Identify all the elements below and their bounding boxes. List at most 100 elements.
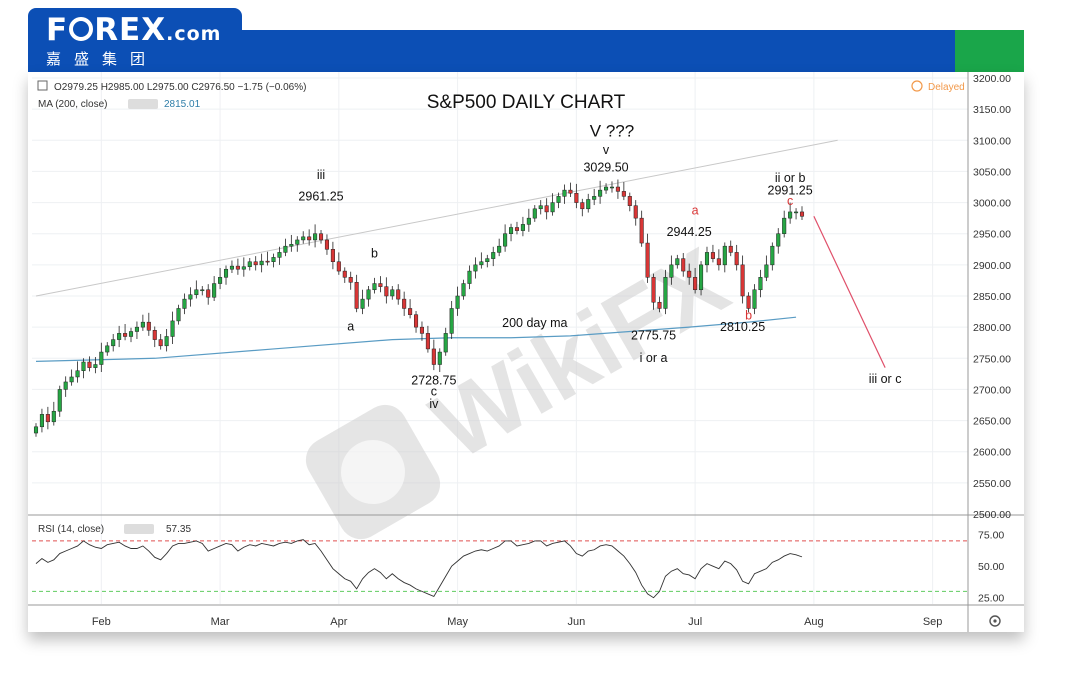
candle-body bbox=[247, 261, 252, 267]
candle-body bbox=[390, 289, 395, 297]
wave-label: iv bbox=[429, 397, 439, 411]
rsi-settings-icon[interactable] bbox=[124, 524, 154, 534]
candle-body bbox=[372, 283, 377, 291]
candle-body bbox=[336, 261, 341, 272]
candle-body bbox=[497, 245, 502, 253]
candle-body bbox=[384, 286, 389, 297]
candle-body bbox=[105, 345, 110, 353]
rsi-line bbox=[35, 539, 803, 599]
candle-body bbox=[598, 189, 603, 197]
wave-label: c bbox=[431, 385, 437, 399]
candle-body bbox=[176, 308, 181, 322]
candle-body bbox=[592, 196, 597, 200]
candle-body bbox=[538, 205, 543, 210]
candle-body bbox=[348, 277, 353, 283]
candle-body bbox=[81, 361, 86, 371]
candle-body bbox=[514, 227, 520, 231]
candle-body bbox=[657, 301, 662, 309]
y-tick-label: 2700.00 bbox=[973, 384, 1011, 396]
chart-svg[interactable]: WikiFX V ??? v 3029.50 iii 2961.25 b a 200 day … bbox=[28, 72, 1024, 632]
candle-body bbox=[223, 268, 229, 278]
candle-body bbox=[728, 245, 733, 253]
candle-body bbox=[158, 339, 163, 347]
candle-body bbox=[437, 351, 442, 365]
rsi-y-tick-label: 75.00 bbox=[978, 530, 1004, 542]
wave-label: i or a bbox=[640, 351, 668, 365]
candle-body bbox=[758, 277, 763, 291]
x-month-label: Mar bbox=[211, 616, 230, 628]
candle-body bbox=[413, 314, 419, 328]
candle-body bbox=[716, 258, 721, 266]
candle-body bbox=[699, 264, 704, 291]
x-month-label: Aug bbox=[804, 616, 824, 628]
candle-body bbox=[770, 245, 775, 266]
candle-body bbox=[324, 239, 329, 250]
x-month-label: Sep bbox=[923, 616, 943, 628]
candle-body bbox=[51, 410, 56, 423]
wave-label: 2991.25 bbox=[768, 183, 813, 197]
candle-body bbox=[615, 186, 620, 192]
ma-value: 2815.01 bbox=[164, 99, 201, 110]
candles-layer bbox=[33, 179, 805, 437]
wave-label: b bbox=[371, 246, 378, 260]
ma-label: MA (200, close) bbox=[38, 99, 107, 110]
rsi-value: 57.35 bbox=[166, 524, 191, 535]
brand-accent-box bbox=[955, 30, 1024, 72]
candle-body bbox=[681, 258, 686, 272]
wave-label: iii or c bbox=[869, 372, 902, 386]
y-tick-label: 2750.00 bbox=[973, 353, 1011, 365]
candle-body bbox=[123, 333, 128, 337]
candle-body bbox=[295, 239, 300, 245]
candle-body bbox=[212, 283, 217, 298]
candle-body bbox=[170, 320, 175, 337]
ohlc-label: O2979.25 H2985.00 L2975.00 C2976.50 −1.7… bbox=[54, 82, 306, 93]
candle-body bbox=[788, 211, 793, 219]
candle-body bbox=[318, 233, 324, 241]
candle-body bbox=[586, 199, 591, 210]
watermark-logo-icon bbox=[305, 404, 441, 540]
y-tick-label: 2950.00 bbox=[973, 229, 1011, 241]
collapse-icon[interactable] bbox=[37, 80, 48, 91]
candle-body bbox=[568, 189, 573, 194]
candle-body bbox=[235, 265, 240, 270]
candle-body bbox=[152, 330, 157, 340]
logo-wordmark: F REX.com bbox=[46, 12, 222, 48]
candle-body bbox=[550, 202, 555, 213]
candle-body bbox=[277, 252, 282, 258]
x-month-label: Feb bbox=[92, 616, 111, 628]
x-month-label: Jul bbox=[688, 616, 702, 628]
candle-body bbox=[87, 361, 92, 368]
candle-body bbox=[491, 252, 496, 259]
candle-body bbox=[633, 205, 638, 219]
candle-body bbox=[283, 245, 288, 253]
candle-body bbox=[752, 289, 757, 309]
candle-body bbox=[253, 261, 258, 266]
candle-body bbox=[330, 249, 335, 262]
candle-body bbox=[621, 191, 626, 197]
candle-body bbox=[485, 258, 490, 262]
y-tick-label: 3200.00 bbox=[973, 73, 1011, 85]
settings-gear-icon[interactable] bbox=[989, 615, 1001, 627]
ma-settings-icon[interactable] bbox=[128, 99, 158, 109]
candle-body bbox=[704, 252, 710, 266]
candle-body bbox=[710, 252, 715, 259]
candle-body bbox=[651, 277, 656, 303]
rsi-y-tick-label: 25.00 bbox=[978, 593, 1004, 605]
candle-body bbox=[301, 236, 306, 241]
candle-body bbox=[39, 414, 44, 428]
candle-body bbox=[675, 258, 680, 266]
candle-body bbox=[467, 270, 472, 284]
candle-body bbox=[289, 244, 294, 247]
delayed-label: Delayed bbox=[928, 82, 965, 93]
resistance-trendline bbox=[35, 139, 838, 297]
candle-body bbox=[609, 186, 615, 189]
candle-body bbox=[146, 321, 151, 331]
candle-body bbox=[188, 294, 193, 300]
annotations-layer: V ??? v 3029.50 iii 2961.25 b a 200 day ma 2728.… bbox=[298, 122, 901, 412]
y-tick-label: 2500.00 bbox=[973, 509, 1011, 521]
logo-o-icon bbox=[69, 17, 94, 41]
candle-body bbox=[402, 298, 407, 309]
candle-body bbox=[687, 270, 692, 278]
axes-layer: 3200.00 3150.00 3100.00 3050.00 3000.00 2950.… bbox=[28, 72, 1024, 632]
candle-body bbox=[776, 233, 781, 247]
